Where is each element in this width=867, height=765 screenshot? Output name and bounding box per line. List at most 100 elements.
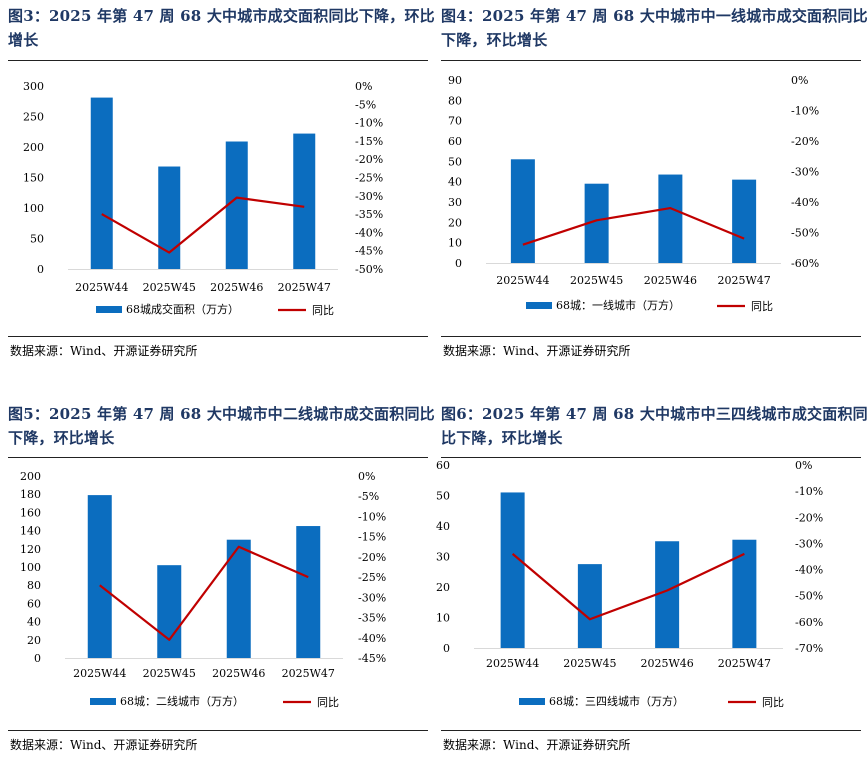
y-left-tick-label: 60 (448, 135, 462, 148)
y-right-tick-label: -40% (795, 564, 823, 577)
bar-2025W45 (157, 565, 182, 658)
source-rule (441, 730, 861, 731)
y-left-tick-label: 70 (448, 115, 462, 128)
source-rule (8, 730, 428, 731)
y-left-tick-label: 0 (443, 642, 450, 655)
x-tick-label: 2025W46 (212, 667, 265, 680)
y-left-tick-label: 80 (448, 94, 462, 107)
y-left-tick-label: 100 (20, 561, 41, 574)
y-right-tick-label: -30% (791, 166, 819, 179)
bar-2025W45 (577, 564, 602, 648)
y-left-tick-label: 40 (27, 616, 41, 629)
y-left-tick-label: 0 (34, 652, 41, 665)
chart-svg: 90 80 70 60 50 40 30 20 10 0 0% -10% -20% -30% -40% -50… (448, 74, 819, 313)
y-left-tick-label: 180 (20, 488, 41, 501)
source-text: 数据来源：Wind、开源证券研究所 (10, 344, 198, 358)
x-tick-label: 2025W45 (570, 274, 623, 287)
legend: 68城：二线城市（万方） 同比 (90, 694, 339, 709)
source-text: 数据来源：Wind、开源证券研究所 (10, 738, 198, 752)
y-left-tick-label: 40 (448, 176, 462, 189)
y-right-tick-label: -45% (355, 245, 383, 258)
y-right-tick-label: -50% (791, 227, 819, 240)
y-right-tick-label: -15% (358, 531, 386, 544)
bar-2025W44 (90, 97, 113, 269)
bar-2025W46 (658, 174, 683, 263)
bar-2025W46 (225, 141, 248, 269)
chart-svg: 2001801601401201008060402000%-5%-10%-15%… (20, 470, 386, 709)
y-right-tick-label: -10% (791, 105, 819, 118)
y-right-tick-label: -40% (355, 226, 383, 239)
y-right-tick-label: -35% (358, 612, 386, 625)
x-tick-label: 2025W44 (75, 281, 128, 294)
y-left-tick-label: 50 (436, 490, 450, 503)
y-right-tick-label: 0% (358, 470, 375, 483)
chart-title: 图3：2025 年第 47 周 68 大中城市成交面积同比下降，环比增长 (8, 7, 435, 49)
x-tick-label: 2025W45 (143, 667, 196, 680)
title-rule (441, 457, 861, 458)
y-right-tick-label: -30% (358, 591, 386, 604)
y-right-tick-label: -50% (355, 263, 383, 276)
bar-2025W45 (158, 166, 181, 269)
legend: 68城：三四线城市（万方） 同比 (519, 694, 784, 709)
yoy-line (99, 545, 309, 641)
title-rule (8, 60, 428, 61)
y-left-tick-label: 20 (448, 216, 462, 229)
chart-svg: 60 50 40 30 20 10 0 0% -10% -20% -30% -40% -50% -60% -… (436, 459, 823, 709)
y-right-tick-label: -50% (795, 590, 823, 603)
bar-2025W47 (293, 133, 316, 269)
y-right-tick-label: 0% (355, 80, 372, 93)
y-left-tick-label: 140 (20, 525, 41, 538)
y-left-tick-label: 120 (20, 543, 41, 556)
y-right-tick-label: -30% (795, 537, 823, 550)
y-right-tick-label: -70% (795, 642, 823, 655)
legend-line-label: 同比 (751, 300, 773, 313)
y-left-tick-label: 20 (436, 581, 450, 594)
x-tick-label: 2025W44 (486, 657, 539, 670)
legend-bar-swatch (90, 698, 116, 705)
y-left-tick-label: 40 (436, 520, 450, 533)
bar-2025W44 (500, 492, 525, 648)
yoy-line (101, 196, 305, 254)
y-left-tick-label: 80 (27, 579, 41, 592)
x-tick-label: 2025W47 (717, 274, 770, 287)
y-left-tick-label: 60 (27, 597, 41, 610)
title-rule (8, 457, 428, 458)
y-right-tick-label: -25% (355, 172, 383, 185)
x-tick-label: 2025W46 (640, 657, 693, 670)
y-right-tick-label: 0% (791, 74, 808, 87)
x-tick-label: 2025W44 (73, 667, 126, 680)
y-right-tick-label: -35% (355, 208, 383, 221)
chart-title: 图5：2025 年第 47 周 68 大中城市中二线城市成交面积同比下降，环比增… (8, 405, 435, 447)
y-right-tick-label: -5% (358, 490, 379, 503)
y-right-tick-label: -40% (358, 632, 386, 645)
x-tick-label: 2025W44 (496, 274, 549, 287)
x-tick-label: 2025W46 (644, 274, 697, 287)
y-right-tick-label: -40% (791, 196, 819, 209)
legend-line-label: 同比 (762, 696, 784, 709)
source-text: 数据来源：Wind、开源证券研究所 (443, 344, 631, 358)
y-left-tick-label: 0 (455, 257, 462, 270)
y-left-tick-label: 100 (23, 202, 44, 215)
y-left-tick-label: 10 (448, 237, 462, 250)
y-left-tick-label: 150 (23, 172, 44, 185)
y-right-tick-label: -20% (791, 135, 819, 148)
y-left-tick-label: 50 (448, 155, 462, 168)
y-left-tick-label: 160 (20, 506, 41, 519)
y-left-tick-label: 20 (27, 634, 41, 647)
legend-line-label: 同比 (312, 304, 334, 317)
y-left-tick-label: 30 (448, 196, 462, 209)
y-right-tick-label: -10% (355, 117, 383, 130)
y-left-tick-label: 0 (37, 263, 44, 276)
y-right-tick-label: -15% (355, 135, 383, 148)
y-right-tick-label: -5% (355, 98, 376, 111)
x-tick-label: 2025W47 (278, 281, 331, 294)
x-tick-label: 2025W45 (143, 281, 196, 294)
x-tick-label: 2025W45 (563, 657, 616, 670)
y-right-tick-label: -10% (795, 485, 823, 498)
yoy-line (522, 207, 745, 246)
source-text: 数据来源：Wind、开源证券研究所 (443, 738, 631, 752)
y-right-tick-label: -20% (358, 551, 386, 564)
legend: 68城成交面积（万方） 同比 (96, 302, 334, 317)
chart-svg: 300 250 200 150 100 50 0 0% -5% -10% -15% -20% -25% -… (23, 80, 383, 317)
bar-2025W47 (732, 179, 757, 263)
